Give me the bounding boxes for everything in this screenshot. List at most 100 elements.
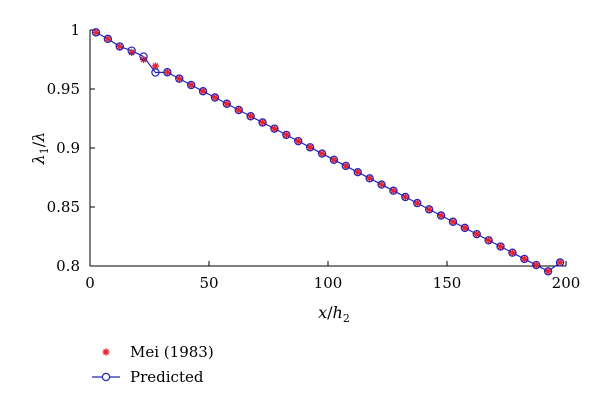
predicted-point bbox=[103, 34, 113, 44]
mei-point bbox=[116, 42, 124, 51]
mei-point bbox=[330, 156, 338, 164]
mei-point bbox=[163, 68, 171, 76]
x-axis-label: x/h2 bbox=[318, 303, 350, 325]
mei-point bbox=[342, 162, 350, 170]
mei-point bbox=[282, 131, 290, 139]
legend-label-mei: Mei (1983) bbox=[130, 343, 214, 361]
ticks: 0 50 100 150 200 0.8 0.85 0.9 0.95 1 bbox=[47, 21, 581, 292]
predicted-point bbox=[365, 174, 374, 183]
predicted-point bbox=[246, 112, 255, 121]
mei-point bbox=[104, 35, 112, 43]
axes bbox=[89, 30, 566, 267]
mei-point bbox=[211, 93, 219, 102]
series-layer bbox=[91, 28, 565, 276]
mei-point bbox=[175, 75, 183, 83]
predicted-point bbox=[151, 68, 160, 77]
mei-point bbox=[508, 249, 517, 257]
mei-point bbox=[532, 261, 540, 269]
predicted-point bbox=[472, 229, 481, 239]
predicted-point bbox=[127, 46, 136, 55]
predicted-point bbox=[210, 93, 220, 102]
predicted-point bbox=[424, 205, 434, 214]
predicted-point bbox=[401, 192, 410, 202]
mei-point bbox=[437, 211, 445, 220]
mei-point bbox=[413, 199, 421, 207]
predicted-line bbox=[95, 31, 561, 273]
legend: Mei (1983) Predicted bbox=[92, 343, 214, 386]
predicted-point bbox=[163, 68, 172, 77]
y-axis-label: λ1/λ bbox=[29, 132, 51, 166]
predicted-point bbox=[186, 80, 196, 90]
mei-point bbox=[389, 187, 398, 195]
predicted-point bbox=[294, 136, 303, 146]
legend-label-predicted: Predicted bbox=[130, 368, 204, 386]
legend-circle bbox=[101, 372, 111, 382]
mei-point bbox=[473, 230, 481, 238]
y-tick-label: 0.9 bbox=[56, 139, 80, 157]
y-tick-label: 1 bbox=[70, 21, 80, 39]
mei-point bbox=[425, 205, 433, 213]
legend-item-mei: Mei (1983) bbox=[102, 343, 214, 361]
mei-point bbox=[223, 100, 231, 108]
x-tick-label: 50 bbox=[199, 274, 218, 292]
predicted-point bbox=[389, 186, 398, 195]
predicted-point bbox=[555, 258, 565, 267]
mei-point bbox=[247, 112, 255, 120]
predicted-point bbox=[484, 236, 493, 245]
mei-point bbox=[401, 193, 409, 201]
predicted-point bbox=[460, 223, 470, 233]
predicted-point bbox=[543, 267, 553, 276]
legend-marker-mei bbox=[102, 348, 110, 356]
legend-item-predicted: Predicted bbox=[92, 368, 204, 386]
predicted-point bbox=[329, 155, 339, 164]
x-tick-label: 150 bbox=[433, 274, 462, 292]
mei-point bbox=[377, 180, 386, 189]
mei-point bbox=[520, 255, 528, 263]
mei-point bbox=[449, 218, 457, 226]
mei-point bbox=[318, 149, 326, 158]
predicted-point bbox=[377, 180, 386, 189]
y-tick-label: 0.85 bbox=[47, 198, 80, 216]
y-tick-label: 0.8 bbox=[56, 257, 80, 275]
mei-point bbox=[461, 224, 469, 232]
predicted-point bbox=[341, 161, 351, 171]
predicted-point bbox=[222, 99, 232, 108]
predicted-point bbox=[115, 42, 124, 51]
mei-point bbox=[306, 143, 314, 151]
legend-asterisk bbox=[102, 348, 110, 356]
mei-point bbox=[270, 125, 279, 133]
mei-point bbox=[366, 174, 374, 182]
predicted-point bbox=[234, 105, 243, 115]
predicted-point bbox=[317, 149, 327, 158]
y-tick-label: 0.95 bbox=[47, 80, 80, 98]
predicted-point bbox=[353, 167, 362, 177]
predicted-point bbox=[258, 118, 267, 127]
mei-point bbox=[258, 118, 267, 127]
predicted-point bbox=[413, 198, 422, 208]
predicted-point bbox=[448, 217, 458, 226]
mei-point bbox=[544, 267, 552, 275]
predicted-point bbox=[270, 124, 279, 133]
predicted-point bbox=[198, 87, 208, 96]
mei-point bbox=[235, 106, 243, 114]
mei-point bbox=[294, 137, 302, 145]
mei-point bbox=[556, 258, 564, 267]
x-tick-label: 0 bbox=[85, 274, 95, 292]
predicted-point bbox=[305, 143, 315, 152]
predicted-point bbox=[508, 248, 517, 257]
predicted-point bbox=[282, 130, 291, 140]
x-tick-label: 200 bbox=[552, 274, 581, 292]
legend-marker-predicted bbox=[92, 372, 120, 382]
predicted-point bbox=[91, 28, 101, 37]
predicted-point bbox=[436, 211, 446, 220]
mei-point bbox=[354, 168, 362, 176]
predicted-point bbox=[139, 52, 148, 61]
predicted-point bbox=[496, 242, 505, 251]
x-tick-label: 100 bbox=[314, 274, 343, 292]
mei-point bbox=[485, 236, 493, 244]
mei-point bbox=[199, 87, 207, 95]
mei-point bbox=[92, 28, 100, 36]
predicted-point bbox=[175, 74, 184, 83]
predicted-point bbox=[520, 254, 529, 264]
